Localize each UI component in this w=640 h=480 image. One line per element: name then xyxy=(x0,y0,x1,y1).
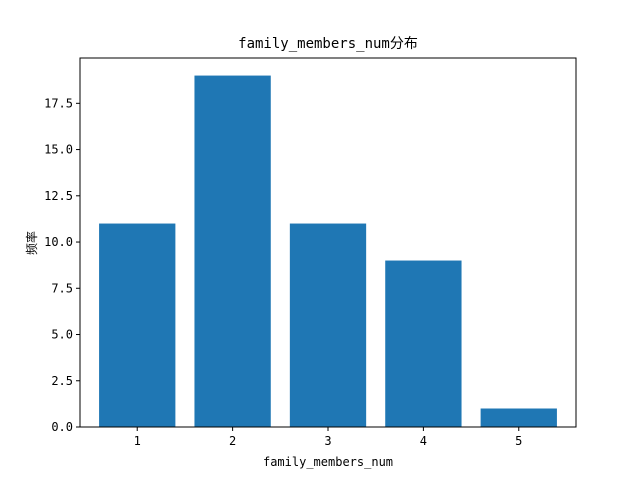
x-tick-label: 2 xyxy=(229,434,236,448)
x-axis-label: family_members_num xyxy=(263,455,393,469)
y-tick-label: 17.5 xyxy=(44,96,73,110)
y-axis-label: 频率 xyxy=(24,231,39,255)
bar-4 xyxy=(385,260,462,427)
x-tick-label: 5 xyxy=(515,434,522,448)
chart-title: family_members_num分布 xyxy=(238,36,418,52)
y-tick-label: 5.0 xyxy=(51,328,73,342)
x-tick-label: 1 xyxy=(134,434,141,448)
bar-1 xyxy=(99,223,176,427)
bar-3 xyxy=(289,223,367,427)
y-tick-label: 2.5 xyxy=(51,374,73,388)
x-tick-label: 4 xyxy=(420,434,427,448)
bar-5 xyxy=(480,408,557,427)
bar-2 xyxy=(194,75,271,428)
ticks-layer: 1 2 3 4 5 0.0 2.5 5.0 7.5 10.0 12.5 15.0 17.5 xyxy=(44,96,522,448)
bars-layer xyxy=(99,75,557,428)
y-tick-label: 0.0 xyxy=(51,420,73,434)
y-tick-label: 12.5 xyxy=(44,189,73,203)
y-tick-label: 7.5 xyxy=(51,281,73,295)
y-tick-label: 15.0 xyxy=(44,143,73,157)
y-tick-label: 10.0 xyxy=(44,235,73,249)
plot-area-frame xyxy=(79,57,577,428)
x-tick-label: 3 xyxy=(324,434,331,448)
